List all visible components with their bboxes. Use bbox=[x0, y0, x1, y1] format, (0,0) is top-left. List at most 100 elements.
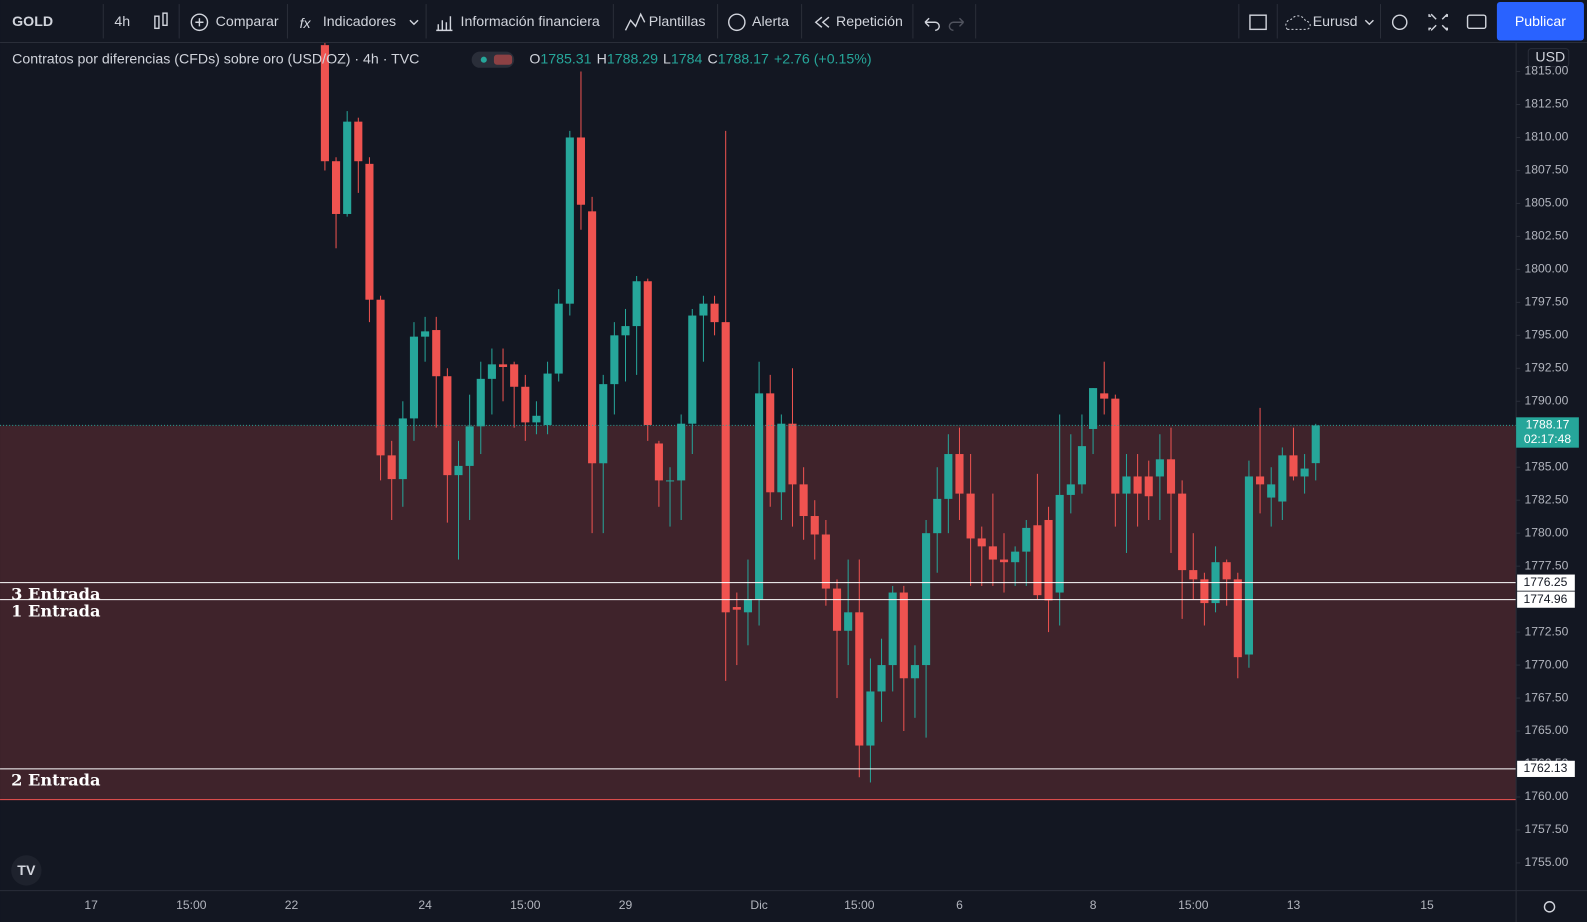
candle-body bbox=[988, 546, 997, 560]
entry-label: 1 Entrada bbox=[11, 601, 101, 620]
y-tick-label: 1812.50 bbox=[1525, 97, 1569, 111]
y-tick-label: 1815.00 bbox=[1525, 64, 1569, 78]
candle-body bbox=[432, 330, 441, 377]
financials[interactable]: Información financiera bbox=[461, 14, 600, 30]
currency-box[interactable] bbox=[1527, 48, 1570, 68]
chevron bbox=[1364, 19, 1374, 26]
toolbar-bg bbox=[0, 0, 1587, 43]
x-tick-label: 8 bbox=[1090, 898, 1097, 912]
candle-body bbox=[1278, 455, 1287, 502]
candle-body bbox=[576, 137, 586, 205]
tv-logo-bg[interactable] bbox=[11, 855, 42, 886]
candle-body bbox=[1011, 551, 1020, 563]
candle-body bbox=[588, 211, 597, 464]
redo[interactable] bbox=[948, 17, 965, 32]
candle-body bbox=[1267, 484, 1276, 498]
candle-body bbox=[933, 498, 942, 534]
toolbar: GOLD 4h Comparar fx Indicadores Informac… bbox=[0, 0, 1587, 44]
legend-key: O bbox=[529, 51, 540, 67]
candle-body bbox=[766, 393, 775, 493]
legend-value: 1784 bbox=[671, 51, 703, 67]
axis-settings[interactable] bbox=[1543, 901, 1556, 913]
candle-body bbox=[1066, 484, 1075, 495]
publish[interactable]: Publicar bbox=[1515, 14, 1566, 30]
y-tick-label: 1782.50 bbox=[1525, 492, 1569, 506]
candle-body bbox=[1155, 459, 1164, 477]
legend-key: H bbox=[597, 51, 607, 67]
candle-body bbox=[1022, 527, 1031, 552]
fullscreen[interactable] bbox=[1428, 13, 1449, 31]
interval[interactable]: 4h bbox=[114, 14, 130, 30]
candle-body bbox=[1200, 579, 1209, 604]
compare[interactable]: Comparar bbox=[216, 14, 279, 30]
countdown: 02:17:48 bbox=[1524, 432, 1571, 446]
y-tick-label: 1807.50 bbox=[1525, 163, 1569, 177]
candle-body bbox=[799, 484, 808, 517]
y-tick-label: 1792.50 bbox=[1525, 361, 1569, 375]
candle-body bbox=[1055, 494, 1064, 593]
x-tick-label: 15 bbox=[1420, 898, 1434, 912]
candle-body bbox=[532, 415, 541, 423]
candle-body bbox=[654, 443, 663, 481]
candle-body bbox=[554, 303, 563, 374]
y-tick-label: 1797.50 bbox=[1525, 295, 1569, 309]
candle-body bbox=[621, 326, 630, 336]
candle-body bbox=[1133, 476, 1142, 494]
indicators[interactable]: Indicadores bbox=[323, 14, 396, 30]
legend-change: +2.76 (+0.15%) bbox=[774, 51, 872, 67]
candle-body bbox=[677, 423, 686, 481]
y-tick-label: 1790.00 bbox=[1525, 393, 1569, 407]
x-tick-label: 15:00 bbox=[844, 898, 875, 912]
candle-body bbox=[1178, 493, 1187, 571]
symbol[interactable]: GOLD bbox=[12, 14, 53, 30]
entry-label: 2 Entrada bbox=[11, 771, 101, 790]
candle-body bbox=[565, 137, 574, 304]
y-tick-label: 1805.00 bbox=[1525, 196, 1569, 210]
candle-body bbox=[1033, 525, 1042, 596]
candle-body bbox=[521, 386, 530, 423]
financials-icon bbox=[436, 16, 453, 32]
entry-price: 1774.96 bbox=[1524, 592, 1568, 606]
compare-icon[interactable] bbox=[190, 13, 209, 32]
entry-badge bbox=[1517, 574, 1575, 591]
y-tick-label: 1767.50 bbox=[1525, 690, 1569, 704]
candle-body bbox=[465, 426, 474, 466]
candle-type-icon[interactable] bbox=[154, 12, 168, 30]
candle-body bbox=[788, 423, 797, 485]
templates[interactable]: Plantillas bbox=[649, 14, 706, 30]
y-tick-label: 1795.00 bbox=[1525, 328, 1569, 342]
candle-body bbox=[844, 612, 853, 631]
price-label: 1788.17 bbox=[1526, 418, 1570, 432]
replay[interactable]: Repetición bbox=[836, 14, 903, 30]
alert[interactable]: Alerta bbox=[752, 14, 789, 30]
y-tick-label: 1765.00 bbox=[1525, 723, 1569, 737]
x-tick-label: 15:00 bbox=[176, 898, 207, 912]
y-tick-label: 1810.00 bbox=[1525, 130, 1569, 144]
entry-price: 1762.13 bbox=[1524, 761, 1568, 775]
candle-body bbox=[665, 480, 675, 482]
y-tick-label: 1755.00 bbox=[1525, 855, 1569, 869]
tv-logo[interactable]: TV bbox=[17, 863, 36, 879]
y-tick-label: 1780.00 bbox=[1525, 525, 1569, 539]
publish-button[interactable] bbox=[1496, 2, 1584, 41]
x-tick-label: 13 bbox=[1287, 898, 1301, 912]
legend-title: Contratos por diferencias (CFDs) sobre o… bbox=[12, 51, 419, 67]
y-tick-label: 1760.00 bbox=[1525, 789, 1569, 803]
candle-body bbox=[922, 533, 931, 666]
undo[interactable] bbox=[924, 17, 940, 32]
currency[interactable]: USD bbox=[1535, 49, 1565, 65]
y-tick-label: 1800.00 bbox=[1525, 262, 1569, 276]
y-tick-label: 1772.50 bbox=[1525, 624, 1569, 638]
x-tick-label: 15:00 bbox=[1178, 898, 1209, 912]
candle-body bbox=[409, 336, 419, 419]
snapshot[interactable] bbox=[1466, 14, 1487, 30]
candle-body bbox=[1100, 393, 1109, 399]
layout-icon[interactable] bbox=[1249, 14, 1267, 31]
settings[interactable] bbox=[1391, 14, 1408, 31]
candle-body bbox=[699, 303, 708, 316]
legend-key: C bbox=[707, 51, 717, 67]
layout-name[interactable]: Eurusd bbox=[1313, 14, 1358, 30]
candle-body bbox=[910, 665, 919, 679]
candle-body bbox=[454, 465, 463, 476]
